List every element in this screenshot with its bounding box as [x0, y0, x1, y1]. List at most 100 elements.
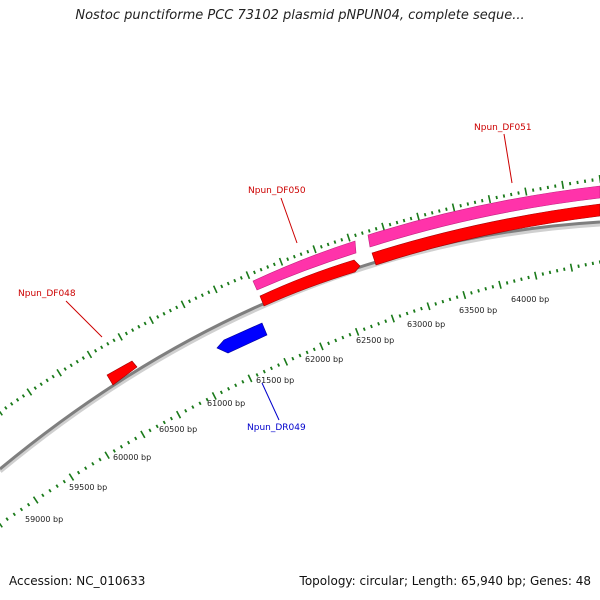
inner-major-tick — [0, 522, 3, 528]
inner-minor-tick — [169, 416, 173, 421]
gene-npun-df048-arrow[interactable] — [106, 360, 138, 386]
inner-major-tick — [211, 392, 217, 400]
inner-minor-tick — [441, 299, 445, 304]
outer-minor-tick — [45, 378, 49, 383]
outer-minor-tick — [374, 226, 378, 231]
outer-minor-tick — [220, 284, 224, 289]
inner-minor-tick — [362, 327, 366, 331]
inner-minor-tick — [420, 306, 423, 311]
inner-minor-tick — [234, 383, 238, 388]
outer-minor-tick — [333, 240, 337, 244]
inner-tick-row — [0, 260, 600, 528]
inner-minor-tick — [255, 373, 259, 377]
inner-minor-tick — [219, 390, 223, 395]
outer-minor-tick — [466, 202, 470, 206]
outer-minor-tick — [168, 308, 172, 313]
inner-minor-tick — [305, 350, 309, 355]
outer-minor-tick — [361, 231, 364, 235]
outer-minor-tick — [459, 203, 462, 208]
outer-major-tick — [0, 410, 3, 416]
inner-minor-tick — [563, 267, 566, 271]
outer-minor-tick — [137, 324, 141, 329]
gene-label-npun-df051[interactable]: Npun_DF051 — [474, 123, 532, 133]
inner-minor-tick — [48, 488, 52, 493]
inner-minor-tick — [98, 457, 102, 462]
scale-label-61500: 61500 bp — [256, 376, 294, 385]
outer-minor-tick — [340, 237, 344, 242]
outer-minor-tick — [143, 321, 147, 326]
outer-major-tick — [416, 212, 420, 221]
scale-label-60000: 60000 bp — [113, 453, 151, 462]
gene-label-npun-df050[interactable]: Npun_DF050 — [248, 186, 306, 196]
outer-minor-tick — [63, 367, 67, 371]
inner-minor-tick — [341, 335, 345, 340]
inner-minor-tick — [91, 461, 95, 466]
outer-major-tick — [180, 300, 186, 309]
outer-major-tick — [86, 350, 93, 359]
outer-major-tick — [212, 285, 218, 294]
outer-minor-tick — [438, 209, 441, 213]
inner-minor-tick — [134, 436, 138, 441]
inner-major-tick — [68, 473, 75, 481]
outer-minor-tick — [124, 331, 128, 336]
outer-minor-tick — [233, 278, 237, 283]
gene-npun-df051-arrow[interactable] — [371, 203, 600, 266]
outer-minor-tick — [162, 311, 166, 316]
outer-major-tick — [278, 257, 284, 266]
scale-label-59500: 59500 bp — [69, 483, 107, 492]
scale-label-63500: 63500 bp — [459, 306, 497, 315]
scale-label-62500: 62500 bp — [356, 336, 394, 345]
gene-label-npun-dr049[interactable]: Npun_DR049 — [247, 423, 306, 433]
inner-minor-tick — [198, 401, 202, 406]
gene-npun-df050-arrow[interactable] — [259, 259, 361, 307]
outer-major-tick — [487, 195, 492, 204]
inner-minor-tick — [327, 341, 331, 346]
gene-npun-dr049-arrow[interactable] — [216, 322, 268, 354]
outer-minor-tick — [69, 363, 73, 368]
outer-minor-tick — [207, 290, 211, 295]
outer-minor-tick — [354, 233, 357, 238]
inner-minor-tick — [548, 270, 552, 275]
scale-label-64000: 64000 bp — [511, 295, 549, 304]
inner-major-tick — [175, 410, 182, 419]
outer-feature-band-2 — [367, 185, 600, 248]
outer-minor-tick — [319, 245, 323, 249]
inner-minor-tick — [520, 277, 523, 282]
outer-minor-tick — [131, 328, 135, 332]
inner-minor-tick — [184, 409, 188, 413]
inner-minor-tick — [227, 386, 231, 391]
inner-minor-tick — [484, 286, 488, 291]
inner-major-tick — [390, 314, 395, 323]
outer-minor-tick — [539, 187, 542, 191]
outer-major-tick — [451, 203, 456, 212]
inner-minor-tick — [398, 314, 402, 318]
inner-minor-tick — [241, 379, 245, 384]
outer-major-tick — [381, 222, 386, 231]
outer-minor-tick — [495, 195, 498, 200]
inner-minor-tick — [291, 356, 295, 361]
outer-minor-tick — [194, 296, 198, 301]
outer-minor-tick — [576, 180, 579, 185]
outer-tick-row — [0, 174, 600, 416]
inner-major-tick — [104, 451, 110, 460]
outer-minor-tick — [259, 267, 263, 272]
outer-minor-tick — [510, 192, 513, 197]
outer-minor-tick — [395, 220, 399, 225]
inner-major-tick — [32, 496, 39, 504]
outer-minor-tick — [480, 198, 484, 203]
inner-minor-tick — [269, 366, 273, 371]
inner-minor-tick — [55, 484, 59, 488]
outer-minor-tick — [531, 188, 535, 192]
inner-minor-tick — [377, 321, 380, 326]
inner-minor-tick — [470, 291, 473, 295]
inner-minor-tick — [76, 470, 81, 475]
outer-minor-tick — [299, 252, 303, 256]
inner-minor-tick — [191, 405, 195, 409]
gene-label-npun-df048[interactable]: Npun_DF048 — [18, 289, 76, 299]
outer-minor-tick — [554, 184, 557, 188]
label-leader-npun-df048 — [65, 300, 103, 338]
outer-minor-tick — [517, 191, 520, 195]
inner-minor-tick — [148, 428, 152, 433]
inner-minor-tick — [577, 264, 580, 268]
